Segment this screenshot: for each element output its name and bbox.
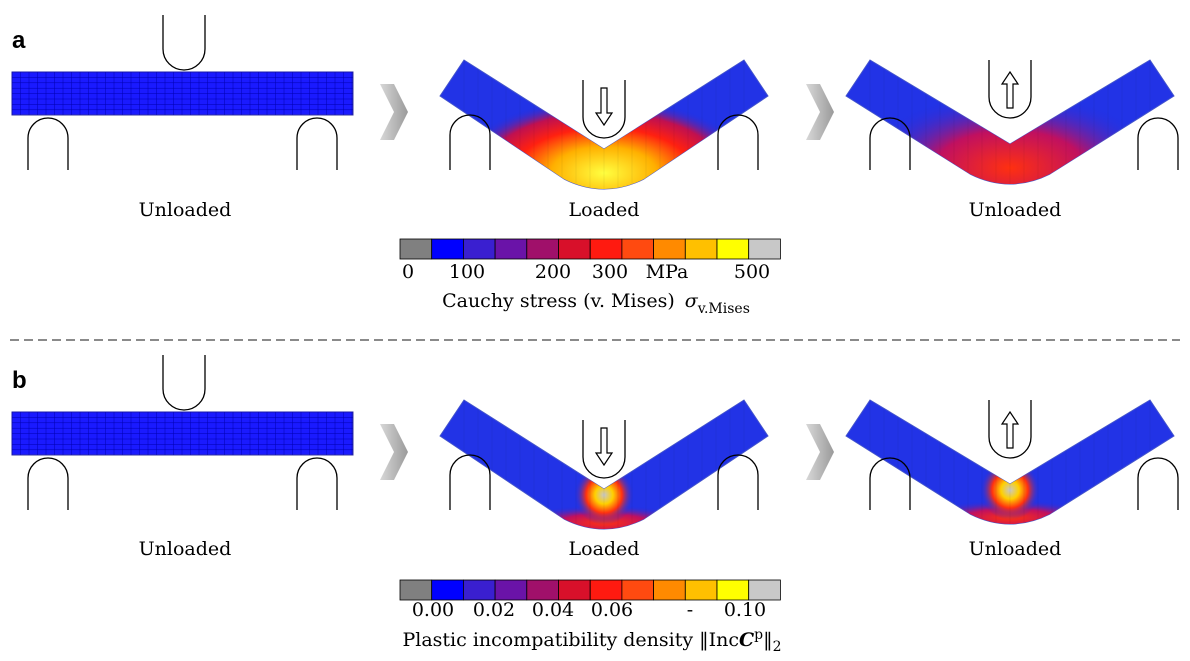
colorbar-label: 0 <box>402 261 414 283</box>
colorbar-cell <box>432 580 464 600</box>
colorbar-cell <box>717 239 749 259</box>
colorbar-cell <box>463 580 495 600</box>
colorbar-cell <box>559 239 591 259</box>
colorbar-cell <box>590 580 622 600</box>
colorbar-cell <box>559 580 591 600</box>
colorbar-cell <box>400 580 432 600</box>
colorbar-cell <box>495 239 527 259</box>
support <box>1138 118 1178 170</box>
colorbar-cell <box>622 580 654 600</box>
step-arrow <box>380 424 408 480</box>
support <box>1138 458 1178 510</box>
colorbar-cell <box>654 239 686 259</box>
stage-label: Unloaded <box>969 538 1062 560</box>
stage-label: Loaded <box>569 538 640 560</box>
colorbar-cell <box>685 239 717 259</box>
colorbar-label: MPa <box>646 261 689 283</box>
punch <box>163 355 205 410</box>
colorbar-caption: Plastic incompatibility density ‖IncCp‖2 <box>402 627 781 655</box>
colorbar-label: 0.04 <box>532 599 574 621</box>
step-arrow <box>806 424 834 480</box>
colorbar-cell <box>463 239 495 259</box>
punch <box>163 15 205 70</box>
stage-label: Unloaded <box>969 199 1062 221</box>
colorbar-cell <box>590 239 622 259</box>
figure: a Unloaded Loaded Unloaded 0 100 200 300… <box>0 0 1190 661</box>
colorbar-cell <box>654 580 686 600</box>
colorbar-cell <box>400 239 432 259</box>
support <box>297 118 337 170</box>
colorbar-cell <box>527 580 559 600</box>
caption-symbol: σ <box>685 290 699 312</box>
support <box>28 118 68 170</box>
caption-subscript: 2 <box>773 639 782 655</box>
colorbar-label: 0.06 <box>591 599 633 621</box>
colorbar-label: 500 <box>734 261 770 283</box>
stage-label: Unloaded <box>139 199 232 221</box>
caption-close: ‖ <box>763 629 773 651</box>
stage-label: Loaded <box>569 199 640 221</box>
colorbar-cell <box>495 580 527 600</box>
colorbar-cell <box>432 239 464 259</box>
caption-text: Cauchy stress (v. Mises) <box>442 290 675 312</box>
colorbar-cell <box>749 580 781 600</box>
colorbar-label: 300 <box>592 261 628 283</box>
support <box>297 458 337 510</box>
step-arrow <box>380 84 408 140</box>
step-arrow <box>806 84 834 140</box>
colorbar-cell <box>749 239 781 259</box>
colorbar-label: 100 <box>449 261 485 283</box>
support <box>28 458 68 510</box>
caption-symbol: C <box>739 629 754 651</box>
colorbar-cell <box>527 239 559 259</box>
colorbar-cell <box>622 239 654 259</box>
caption-superscript: p <box>754 627 763 643</box>
colorbar-caption: Cauchy stress (v. Mises) σv.Mises <box>442 290 750 317</box>
colorbar-cell <box>717 580 749 600</box>
panel-label: b <box>12 367 27 394</box>
caption-subscript: v.Mises <box>697 301 750 317</box>
stage-label: Unloaded <box>139 538 232 560</box>
colorbar-label: - <box>687 599 693 621</box>
panel-label: a <box>12 27 26 54</box>
colorbar-label: 0.00 <box>412 599 454 621</box>
colorbar-label: 200 <box>535 261 571 283</box>
caption-text: Plastic incompatibility density ‖Inc <box>402 629 739 651</box>
colorbar-cell <box>685 580 717 600</box>
colorbar-label: 0.10 <box>724 599 766 621</box>
colorbar-label: 0.02 <box>473 599 515 621</box>
